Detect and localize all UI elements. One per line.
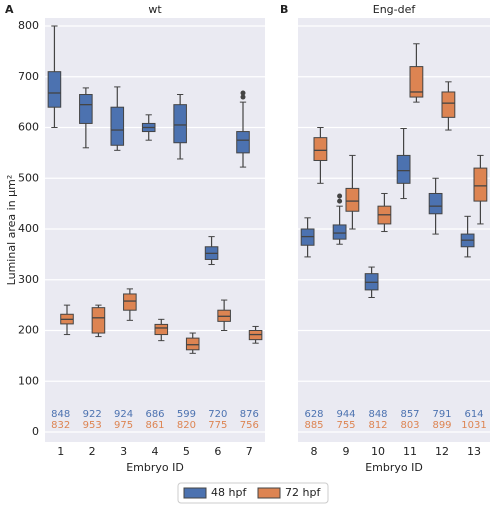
- box: [313, 137, 328, 161]
- box: [154, 323, 169, 336]
- count-label: 812: [368, 420, 387, 431]
- count-label: 686: [145, 409, 164, 420]
- y-tick-label: 500: [18, 171, 39, 184]
- outlier: [240, 90, 246, 96]
- plot-background: [298, 18, 490, 442]
- count-label: 803: [400, 420, 419, 431]
- count-label: 944: [336, 409, 355, 420]
- y-tick-label: 400: [18, 222, 39, 235]
- y-tick-label: 100: [18, 374, 39, 387]
- x-tick-label: 1: [57, 445, 64, 458]
- y-tick-label: 800: [18, 19, 39, 32]
- y-axis-label: Luminal area in µm²: [5, 175, 18, 286]
- count-label: 876: [240, 409, 259, 420]
- count-label: 899: [432, 420, 451, 431]
- x-tick-label: 7: [246, 445, 253, 458]
- legend-swatch: [183, 487, 207, 499]
- count-label: 848: [51, 409, 70, 420]
- y-tick-label: 200: [18, 324, 39, 337]
- box: [428, 192, 443, 215]
- y-tick-label: 300: [18, 273, 39, 286]
- x-axis-label: Embryo ID: [126, 461, 184, 474]
- panel-label: B: [280, 3, 288, 16]
- outlier: [240, 94, 246, 100]
- x-tick-label: 6: [214, 445, 221, 458]
- x-tick-label: 13: [467, 445, 481, 458]
- box: [441, 91, 456, 118]
- count-label: 614: [464, 409, 483, 420]
- count-label: 832: [51, 420, 70, 431]
- legend-label: 48 hpf: [211, 486, 247, 499]
- x-tick-label: 3: [120, 445, 127, 458]
- panel-title: Eng-def: [373, 3, 417, 16]
- y-tick-label: 700: [18, 70, 39, 83]
- plot-background: [45, 18, 265, 442]
- x-tick-label: 11: [403, 445, 417, 458]
- box: [236, 131, 250, 154]
- x-tick-label: 4: [152, 445, 159, 458]
- count-label: 720: [208, 409, 227, 420]
- x-tick-label: 2: [89, 445, 96, 458]
- count-label: 820: [177, 420, 196, 431]
- count-label: 924: [114, 409, 133, 420]
- count-label: 791: [432, 409, 451, 420]
- x-tick-label: 8: [311, 445, 318, 458]
- x-tick-label: 9: [343, 445, 350, 458]
- x-tick-label: 10: [371, 445, 385, 458]
- box: [79, 94, 93, 124]
- box: [409, 66, 424, 98]
- y-tick-label: 600: [18, 121, 39, 134]
- panel-title: wt: [148, 3, 162, 16]
- count-label: 628: [304, 409, 323, 420]
- box: [396, 154, 411, 184]
- x-tick-label: 5: [183, 445, 190, 458]
- box: [47, 71, 62, 108]
- count-label: 1031: [461, 420, 486, 431]
- outlier: [337, 193, 343, 199]
- count-label: 885: [304, 420, 323, 431]
- count-label: 953: [83, 420, 102, 431]
- count-label: 922: [83, 409, 102, 420]
- count-label: 848: [368, 409, 387, 420]
- x-axis-label: Embryo ID: [365, 461, 423, 474]
- count-label: 756: [240, 420, 259, 431]
- legend-swatch: [257, 487, 281, 499]
- box: [185, 337, 200, 351]
- panel-label: A: [5, 3, 14, 16]
- box: [123, 293, 137, 311]
- box: [91, 307, 106, 334]
- box: [345, 187, 360, 212]
- box: [173, 104, 187, 144]
- count-label: 755: [336, 420, 355, 431]
- box: [110, 106, 125, 146]
- x-tick-label: 12: [435, 445, 449, 458]
- box: [332, 224, 347, 240]
- legend-frame: [177, 482, 329, 504]
- y-tick-label: 0: [32, 425, 39, 438]
- count-label: 861: [145, 420, 164, 431]
- count-label: 975: [114, 420, 133, 431]
- count-label: 857: [400, 409, 419, 420]
- count-label: 599: [177, 409, 196, 420]
- count-label: 775: [208, 420, 227, 431]
- outlier: [337, 198, 343, 204]
- box: [473, 167, 488, 202]
- legend-label: 72 hpf: [285, 486, 321, 499]
